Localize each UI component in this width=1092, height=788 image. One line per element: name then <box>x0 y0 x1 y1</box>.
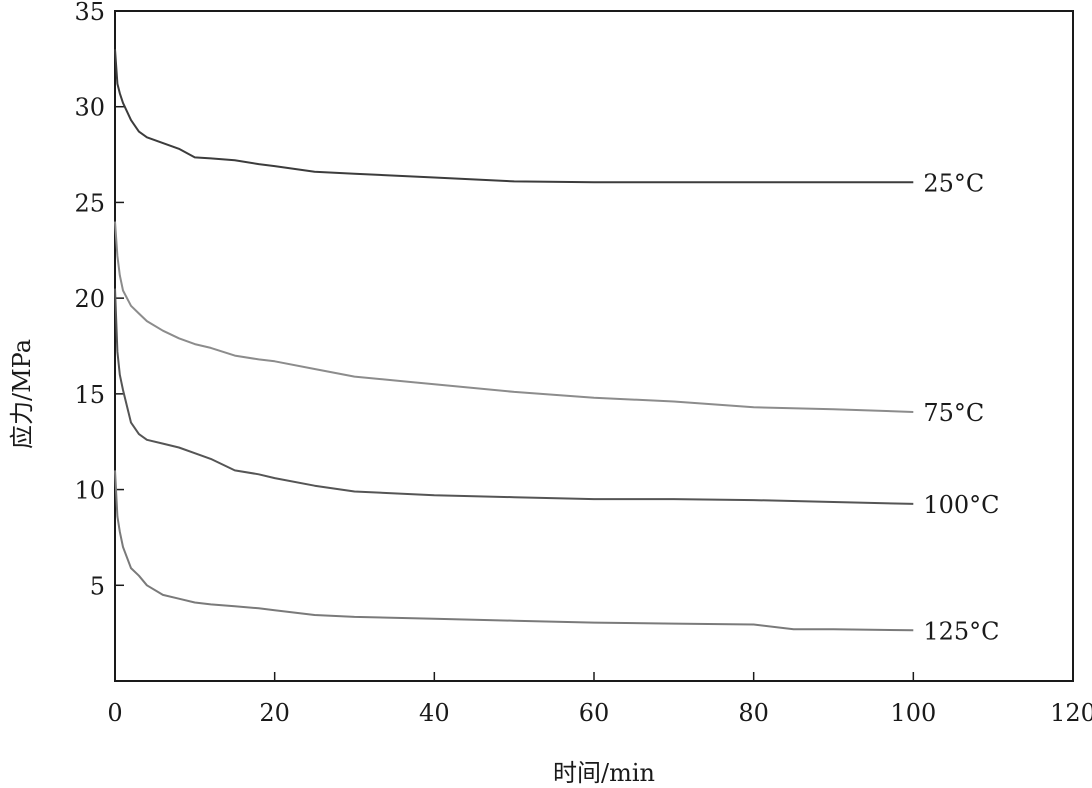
y-tick-label: 25 <box>74 189 105 217</box>
series-label: 125°C <box>923 617 999 645</box>
series-layer <box>114 49 914 632</box>
series-label: 100°C <box>923 491 999 519</box>
y-tick-label: 10 <box>74 477 105 505</box>
series-line <box>114 221 914 413</box>
series-line <box>114 470 914 632</box>
series-line <box>114 49 914 184</box>
x-axis-title: 时间/min <box>553 759 655 787</box>
y-tick-label: 5 <box>90 572 105 600</box>
x-tick-label: 120 <box>1050 699 1092 727</box>
x-tick-label: 60 <box>579 699 610 727</box>
x-tick-label: 100 <box>890 699 936 727</box>
y-tick-label: 35 <box>74 0 105 26</box>
y-tick-label: 30 <box>74 94 105 122</box>
series-label: 75°C <box>923 399 984 427</box>
series-label: 25°C <box>923 169 984 197</box>
y-axis-title: 应力/MPa <box>8 339 36 449</box>
x-tick-label: 80 <box>738 699 769 727</box>
plot-frame <box>114 10 1074 682</box>
y-tick-label: 20 <box>74 285 105 313</box>
series-line <box>114 288 914 505</box>
x-tick-label: 0 <box>107 699 122 727</box>
x-tick-label: 20 <box>259 699 290 727</box>
x-tick-label: 40 <box>419 699 450 727</box>
series-labels: 25°C 75°C 100°C 125°C <box>923 169 999 645</box>
axis-ticks: 0 20 40 60 80 100 120 5 10 15 20 25 30 35 <box>74 0 1092 727</box>
y-tick-label: 15 <box>74 381 105 409</box>
